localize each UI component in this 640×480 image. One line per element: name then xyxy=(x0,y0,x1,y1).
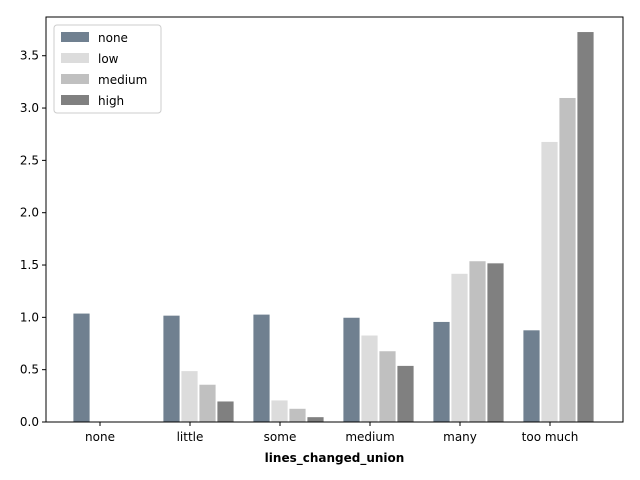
x-axis-title: lines_changed_union xyxy=(265,451,405,466)
bar-none-some xyxy=(252,313,271,423)
legend: none low medium high xyxy=(53,24,162,114)
x-tick-label: too much xyxy=(522,430,579,444)
bar-low-many xyxy=(450,272,469,423)
bar-high-little xyxy=(216,400,235,423)
legend-label: low xyxy=(98,52,119,66)
legend-swatch xyxy=(61,95,89,105)
y-tick-label: 3.0 xyxy=(20,101,39,115)
bar-none-medium xyxy=(342,316,361,423)
x-tick-label: many xyxy=(443,430,477,444)
bars-group xyxy=(72,31,595,423)
x-tick-label: little xyxy=(177,430,204,444)
bar-high-some xyxy=(306,416,325,423)
bar-medium-some xyxy=(288,407,307,423)
bar-high-too-much xyxy=(576,31,595,423)
bar-none-none xyxy=(72,312,91,423)
y-tick-label: 1.5 xyxy=(20,258,39,272)
y-tick-label: 3.5 xyxy=(20,49,39,63)
bar-low-little xyxy=(180,370,199,423)
legend-swatch xyxy=(61,53,89,63)
legend-label: high xyxy=(98,94,124,108)
bar-none-little xyxy=(162,314,181,423)
bar-low-some xyxy=(270,399,289,423)
bar-medium-medium xyxy=(378,350,397,423)
y-tick-label: 0.5 xyxy=(20,363,39,377)
plot-frame xyxy=(45,16,624,423)
y-tick-label: 0.0 xyxy=(20,415,39,429)
legend-box xyxy=(53,24,162,114)
y-tick-label: 1.0 xyxy=(20,310,39,324)
legend-swatch xyxy=(61,32,89,42)
y-tick-label: 2.0 xyxy=(20,206,39,220)
legend-label: medium xyxy=(98,73,147,87)
y-tick-label: 2.5 xyxy=(20,153,39,167)
x-tick-label: none xyxy=(85,430,115,444)
bar-low-medium xyxy=(360,334,379,423)
x-tick-label: medium xyxy=(345,430,394,444)
x-axis: none little some medium many too much xyxy=(85,422,578,444)
bar-medium-too-much xyxy=(558,97,577,423)
bar-none-many xyxy=(432,321,451,423)
bar-high-many xyxy=(486,262,505,423)
bar-none-too-much xyxy=(522,329,541,423)
bar-medium-many xyxy=(468,260,487,423)
legend-label: none xyxy=(98,31,128,45)
legend-swatch xyxy=(61,74,89,84)
bar-low-too-much xyxy=(540,141,559,423)
y-axis: 0.0 0.5 1.0 1.5 2.0 2.5 3.0 3.5 xyxy=(20,49,46,429)
x-tick-label: some xyxy=(264,430,297,444)
bar-medium-little xyxy=(198,383,217,423)
bar-high-medium xyxy=(396,365,415,423)
